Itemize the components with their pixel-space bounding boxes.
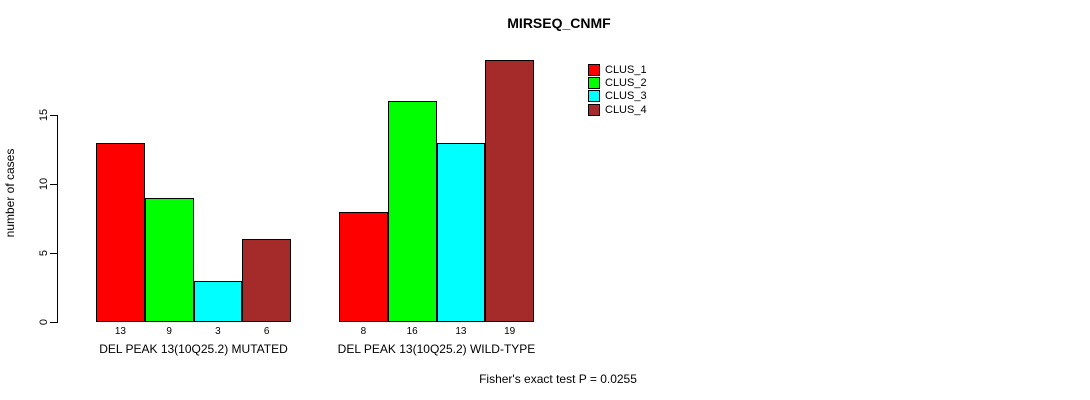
bar-value-label: 13 (114, 326, 126, 337)
legend-label: CLUS_1 (605, 63, 647, 76)
legend-swatch-clus-4 (588, 103, 600, 116)
y-axis-tick (50, 115, 57, 116)
legend-label: CLUS_3 (605, 90, 647, 103)
legend-item-clus-4: CLUS_4 (588, 103, 647, 116)
bar-value-label: 13 (455, 326, 467, 337)
x-axis-group-label: DEL PEAK 13(10Q25.2) MUTATED (99, 342, 288, 356)
bar-clus-2-group-2 (387, 101, 437, 322)
legend-swatch-clus-2 (588, 77, 600, 90)
y-axis-tick-label: 10 (38, 177, 50, 191)
bar-value-label: 19 (504, 326, 516, 337)
bar-clus-4-group-2 (485, 59, 534, 322)
x-axis-group-label: DEL PEAK 13(10Q25.2) WILD-TYPE (337, 342, 536, 356)
legend: CLUS_1 CLUS_2 CLUS_3 CLUS_4 (588, 63, 647, 117)
bar-value-label: 8 (360, 326, 367, 337)
legend-item-clus-3: CLUS_3 (588, 90, 647, 103)
legend-label: CLUS_4 (605, 103, 647, 116)
y-axis-tick-label: 5 (38, 249, 50, 257)
bar-value-label: 3 (215, 326, 221, 337)
legend-item-clus-1: CLUS_1 (588, 63, 647, 76)
y-axis-tick-label: 0 (38, 318, 50, 326)
legend-item-clus-2: CLUS_2 (588, 76, 647, 90)
y-axis-title: number of cases (3, 148, 17, 238)
bar-value-label: 16 (406, 326, 418, 337)
fisher-test-annotation: Fisher's exact test P = 0.0255 (479, 372, 637, 386)
bar-clus-4-group-1 (242, 239, 291, 322)
bar-clus-3-group-1 (193, 280, 243, 322)
bar-clus-3-group-2 (436, 142, 486, 322)
legend-label: CLUS_2 (605, 77, 647, 90)
y-axis-tick (50, 253, 57, 254)
y-axis-tick (50, 184, 57, 185)
legend-swatch-clus-1 (588, 63, 600, 76)
chart-title: MIRSEQ_CNMF (507, 15, 611, 31)
bar-value-label: 9 (166, 326, 172, 337)
legend-swatch-clus-3 (588, 90, 600, 103)
y-axis-line (57, 115, 58, 323)
bar-value-label: 6 (263, 326, 270, 337)
bar-clus-2-group-1 (144, 197, 194, 322)
y-axis-tick (50, 322, 57, 323)
bar-clus-1-group-2 (339, 211, 388, 322)
bar-clus-1-group-1 (96, 142, 145, 322)
y-axis-tick-label: 15 (38, 108, 50, 122)
